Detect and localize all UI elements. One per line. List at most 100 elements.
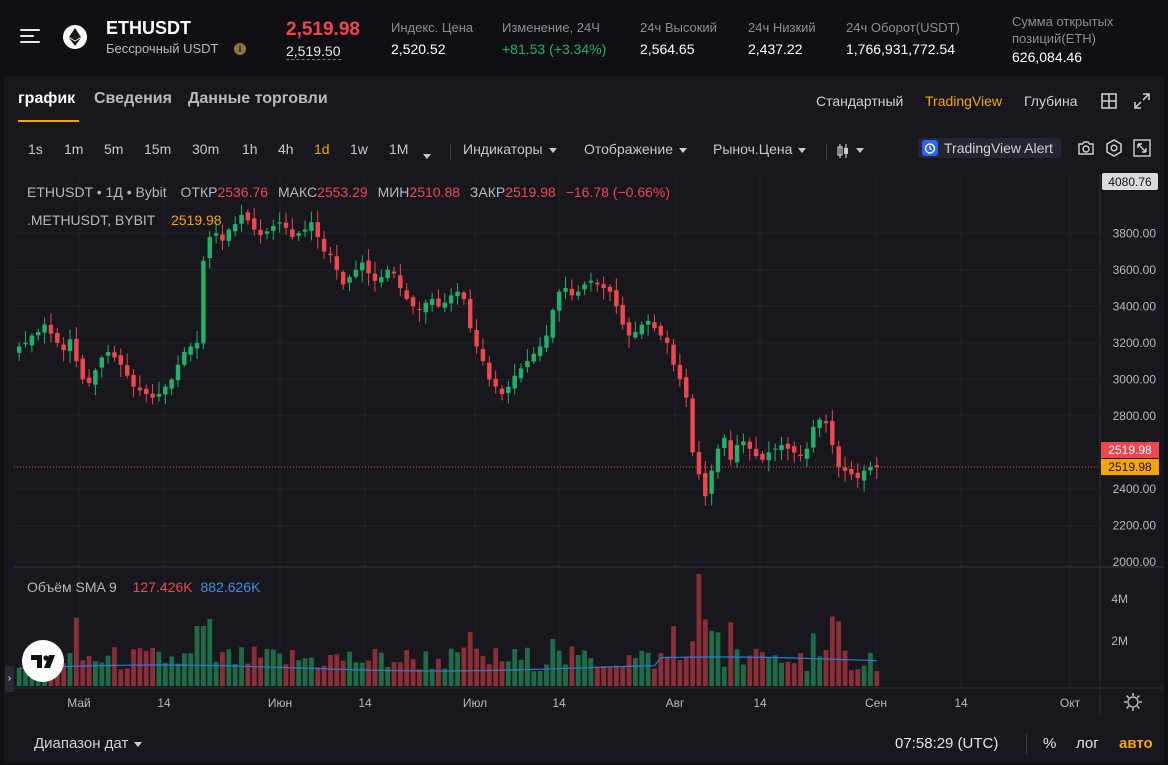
candle-body — [245, 212, 251, 221]
volume-tick-label: 4M — [1111, 592, 1128, 606]
price-chart[interactable]: 4080.76 3800.00 3600.00 3400.00 3200.00 3000.… — [0, 0, 1168, 722]
candle-body — [868, 467, 873, 471]
volume-bar — [645, 652, 651, 686]
volume-bar — [842, 650, 848, 686]
timeframe-1m[interactable]: 1m — [64, 141, 84, 157]
timeframe-15m[interactable]: 15m — [144, 141, 172, 157]
view-depth[interactable]: Глубина — [1024, 93, 1078, 109]
volume-bar — [518, 659, 524, 686]
auto-scale-toggle[interactable]: авто — [1119, 735, 1153, 752]
candle-body — [42, 324, 47, 333]
legend-low-label: МИН — [377, 184, 410, 200]
candle-body — [347, 277, 352, 283]
candle-body — [614, 290, 619, 307]
candle-body — [544, 335, 549, 348]
volume-bar — [683, 656, 689, 686]
stat-value: 2,520.52 — [391, 41, 446, 57]
timeframe-1M[interactable]: 1M — [389, 141, 409, 157]
settings-icon[interactable] — [1105, 139, 1123, 157]
candle-body — [677, 364, 683, 380]
chart-grid — [14, 174, 1100, 688]
timeframe-4h[interactable]: 4h — [278, 141, 294, 157]
candle-body — [36, 331, 41, 336]
camera-icon[interactable] — [1077, 140, 1095, 156]
price-tick-label: 3200.00 — [1113, 336, 1157, 350]
stat-label: 24ч Оборот(USDT) — [846, 20, 960, 35]
tab-chart[interactable]: график — [18, 90, 76, 107]
candle-body — [328, 253, 333, 256]
candle-body — [118, 355, 124, 365]
volume-bar — [340, 660, 346, 686]
price-tick-label: 2800.00 — [1113, 409, 1157, 423]
chart-type-dropdown[interactable] — [836, 142, 864, 160]
volume-bar — [169, 656, 175, 686]
volume-bar — [664, 657, 670, 686]
price-axis[interactable]: 4080.76 3800.00 3600.00 3400.00 3200.00 3000.… — [1101, 173, 1159, 569]
candle-body — [296, 233, 301, 236]
stat-label: Индекс. Цена — [391, 20, 474, 35]
volume-bar — [874, 671, 880, 686]
candle-body — [105, 351, 111, 356]
volume-bar — [302, 658, 308, 686]
last-price-tag: 2519.98 — [1108, 443, 1152, 457]
candle-body — [194, 342, 200, 349]
timeframe-1h[interactable]: 1h — [242, 141, 258, 157]
volume-bar — [721, 666, 727, 686]
timeframe-5m[interactable]: 5m — [104, 141, 124, 157]
timeframe-1s[interactable]: 1s — [28, 141, 43, 157]
log-scale-toggle[interactable]: лог — [1076, 735, 1099, 752]
collapse-toolbar-button[interactable]: › — [5, 666, 14, 692]
timeframe-1d[interactable]: 1d — [314, 141, 330, 157]
date-range-dropdown[interactable]: Диапазон дат — [34, 735, 143, 752]
candle-body — [321, 238, 327, 252]
stat-turnover-24h: 24ч Оборот(USDT) 1,766,931,772.54 — [846, 20, 960, 57]
candle-body — [798, 454, 803, 457]
tab-trading-data[interactable]: Данные торговли — [188, 90, 328, 107]
volume-bar — [416, 669, 422, 686]
volume-bar — [652, 668, 657, 686]
active-tab-indicator — [18, 120, 79, 122]
candle-body — [690, 398, 695, 453]
candle-body — [709, 470, 714, 494]
menu-icon[interactable] — [20, 27, 42, 45]
timeframe-30m[interactable]: 30m — [192, 141, 220, 157]
symbol-name[interactable]: ETHUSDT — [106, 18, 191, 38]
utc-clock[interactable]: 07:58:29 (UTC) — [895, 735, 999, 752]
candle-body — [855, 472, 860, 478]
tab-info[interactable]: Сведения — [94, 90, 172, 107]
indicators-dropdown[interactable]: Индикаторы — [463, 141, 557, 157]
timeframe-1w[interactable]: 1w — [350, 141, 368, 157]
candle-body — [302, 229, 308, 232]
display-dropdown[interactable]: Отображение — [584, 141, 688, 157]
index-symbol: .METHUSDT, BYBIT — [27, 212, 156, 228]
candle-body — [506, 386, 511, 393]
tradingview-alert-button[interactable]: TradingView Alert — [918, 138, 1061, 158]
legend-open-label: ОТКР — [180, 184, 218, 200]
volume-bar — [728, 622, 734, 686]
timeframe-more-caret[interactable] — [423, 148, 431, 166]
view-tradingview[interactable]: TradingView — [925, 93, 1003, 109]
percent-scale-toggle[interactable]: % — [1043, 735, 1057, 752]
volume-bar — [709, 630, 715, 686]
time-axis[interactable]: Май 14 Июн 14 Июл 14 Авг 14 Сен 14 Окт — [67, 696, 1080, 710]
expand-chart-icon[interactable] — [1133, 139, 1151, 157]
grid-layout-icon[interactable] — [1101, 93, 1117, 109]
candle-body — [201, 260, 206, 344]
candle-body — [360, 262, 365, 271]
volume-bar — [156, 651, 162, 686]
volume-bar — [715, 632, 721, 686]
volume-bar — [855, 669, 861, 686]
volume-bar — [829, 616, 835, 686]
volume-bar — [283, 664, 289, 686]
last-price-tag-bg — [1101, 442, 1159, 459]
volume-bar — [486, 664, 492, 686]
price-type-dropdown[interactable]: Рыноч.Цена — [713, 141, 807, 157]
volume-bar — [524, 647, 530, 686]
candle-body — [792, 446, 797, 453]
view-standard[interactable]: Стандартный — [816, 93, 904, 109]
axis-settings-icon[interactable] — [1124, 693, 1142, 711]
stat-value: 626,084.46 — [1012, 49, 1083, 65]
fullscreen-icon[interactable] — [1134, 93, 1150, 109]
info-icon[interactable]: i — [234, 43, 246, 55]
tradingview-logo[interactable] — [22, 640, 64, 682]
